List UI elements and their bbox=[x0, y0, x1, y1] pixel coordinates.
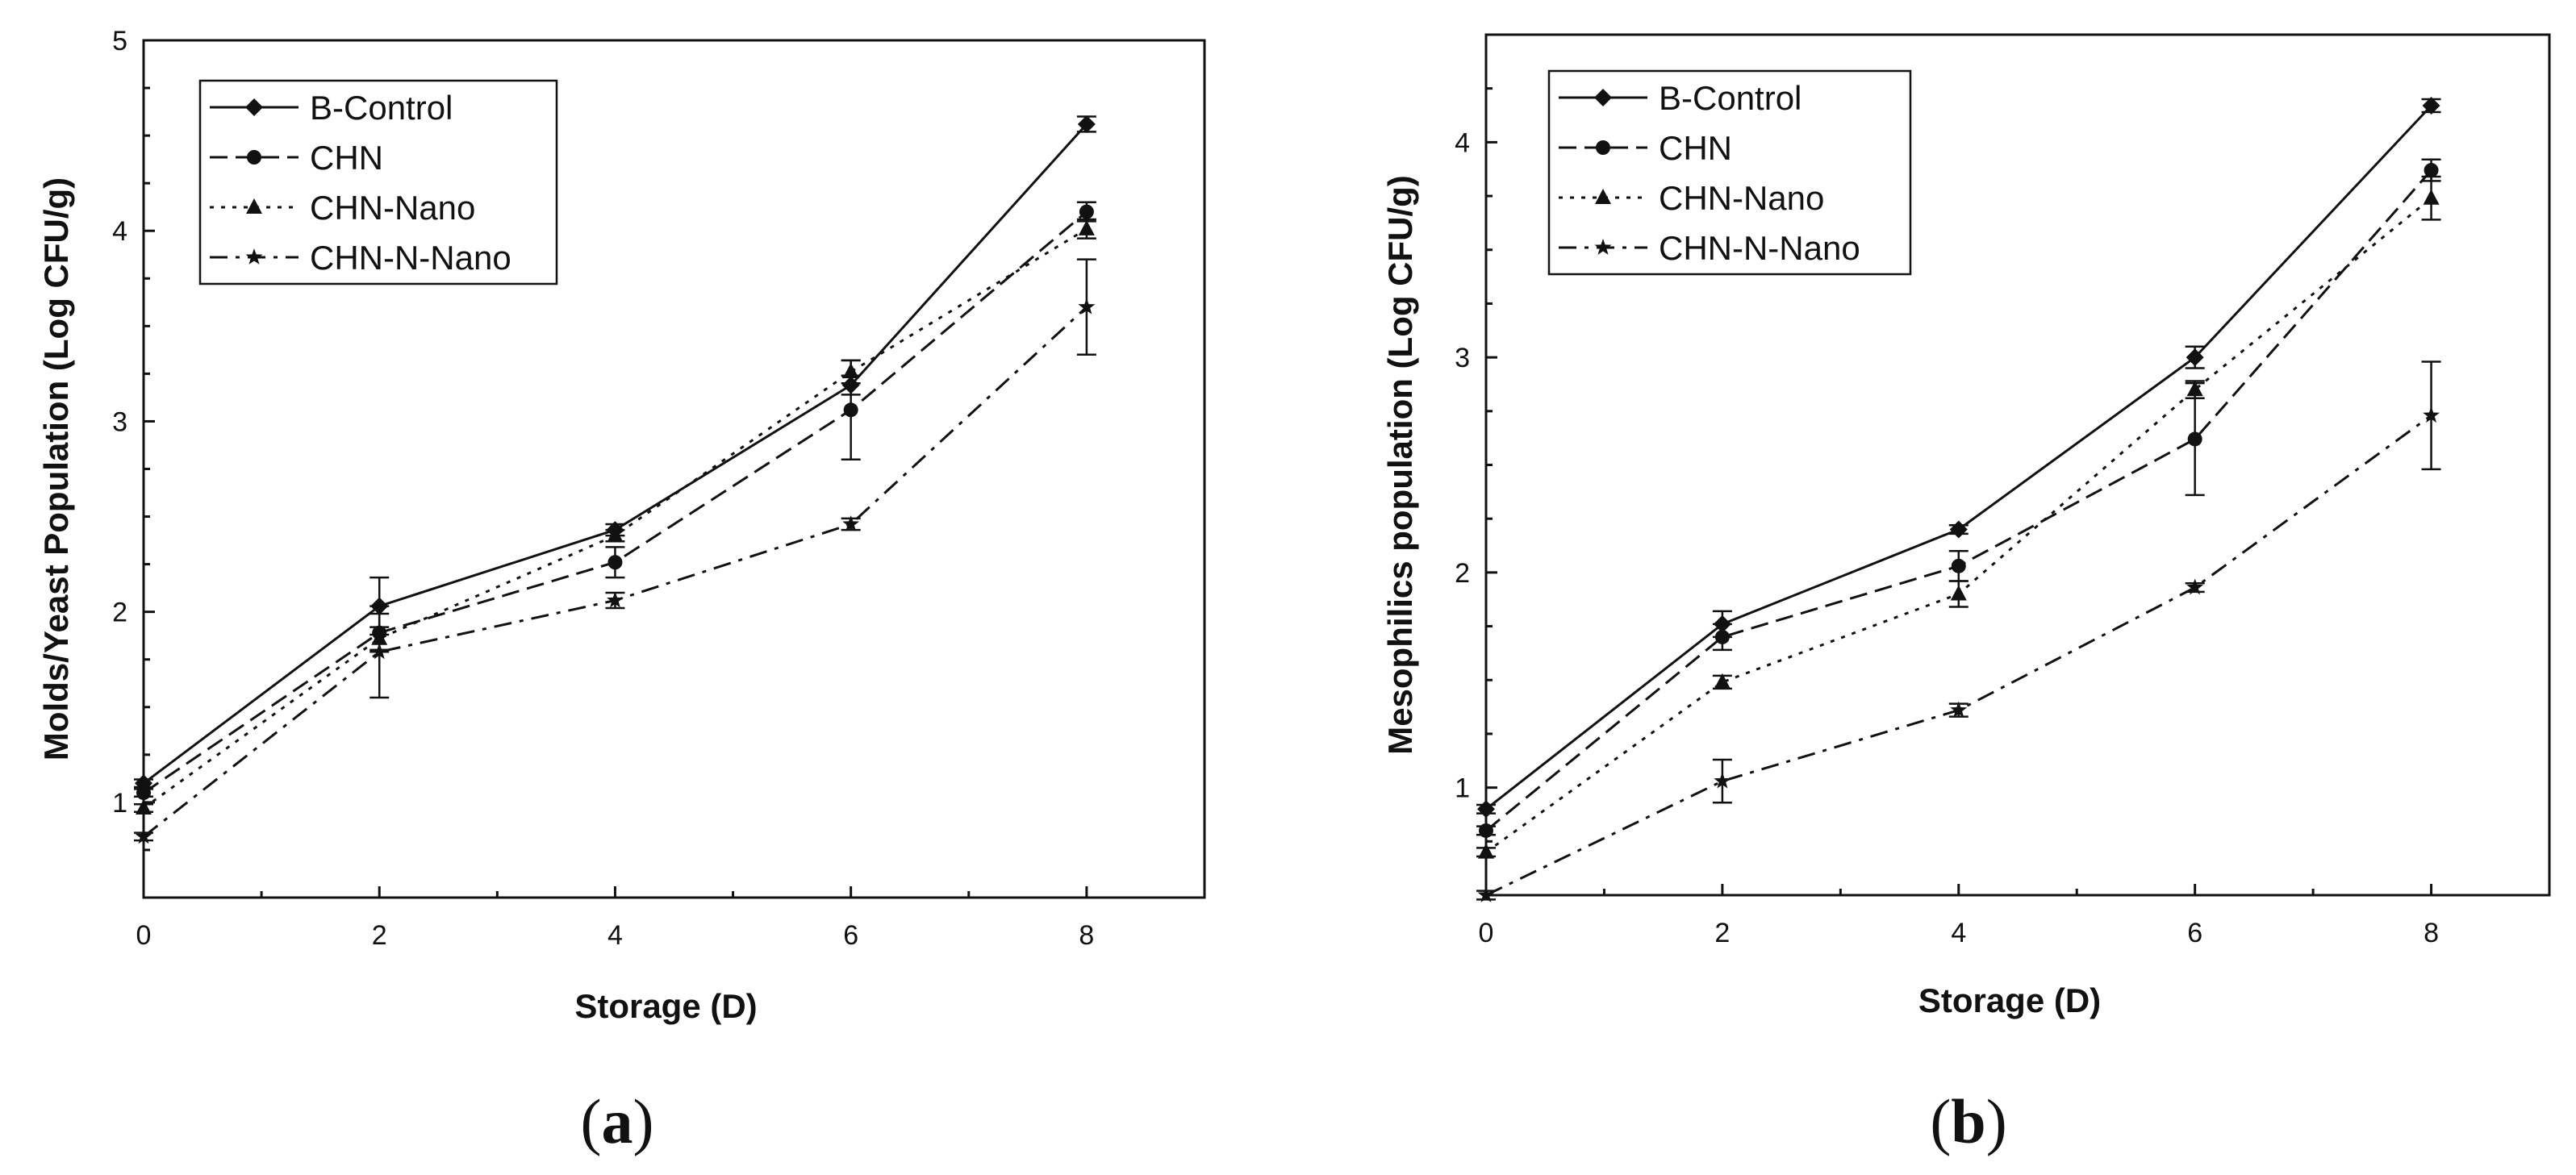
x-tick-label: 0 bbox=[1479, 918, 1494, 948]
panel-label-paren: ) bbox=[633, 1086, 654, 1156]
data-point-diamond bbox=[2422, 97, 2440, 115]
series-chn-nano bbox=[134, 218, 1096, 815]
legend: B-Control CHN CHN-Nano CHN-N-Nano bbox=[198, 79, 558, 285]
series-line bbox=[1485, 414, 2432, 897]
data-point-star bbox=[135, 827, 152, 844]
data-point-triangle bbox=[1478, 843, 1494, 859]
data-point-star bbox=[842, 515, 860, 531]
data-point-triangle bbox=[1714, 673, 1731, 689]
series-chn bbox=[1476, 158, 2441, 838]
data-point-circle bbox=[607, 555, 623, 570]
series-chn bbox=[134, 201, 1096, 801]
legend-marker-star bbox=[1594, 239, 1612, 255]
x-tick-label: 6 bbox=[2187, 918, 2202, 948]
y-tick-label: 3 bbox=[112, 406, 127, 437]
data-point-triangle bbox=[1950, 585, 1967, 601]
chart-panel-b: 0 2 4 6 8 1 2 3 4 Storage (D) Mesophilics populati… bbox=[1381, 33, 2551, 1156]
y-tick-label: 1 bbox=[112, 788, 127, 819]
data-point-triangle bbox=[2186, 381, 2203, 397]
legend-label: CHN bbox=[1659, 129, 1732, 167]
x-tick-label: 0 bbox=[136, 920, 152, 951]
panel-label-paren: ( bbox=[581, 1086, 602, 1156]
panel-label: (a) bbox=[581, 1086, 654, 1156]
legend-marker-diamond bbox=[245, 98, 263, 116]
x-tick-label: 4 bbox=[1951, 918, 1966, 948]
y-axis-title: Molds/Yeast Population (Log CFU/g) bbox=[37, 177, 75, 760]
data-point-circle bbox=[1479, 823, 1493, 838]
x-tick-label: 8 bbox=[1079, 920, 1094, 951]
data-point-star bbox=[1950, 701, 1968, 718]
legend-marker-diamond bbox=[1594, 89, 1612, 106]
legend-label: B-Control bbox=[310, 89, 453, 127]
data-point-star bbox=[2186, 578, 2204, 595]
y-tick-label: 1 bbox=[1455, 773, 1470, 804]
panel-label-paren: ( bbox=[1930, 1086, 1951, 1156]
legend-label: CHN-Nano bbox=[1659, 179, 1824, 217]
series-b-control bbox=[1476, 97, 2441, 819]
x-tick-label: 2 bbox=[372, 920, 387, 951]
data-point-triangle bbox=[2423, 189, 2440, 205]
data-point-circle bbox=[1951, 558, 1966, 573]
legend-marker-star bbox=[245, 248, 263, 265]
data-point-diamond bbox=[1477, 800, 1495, 819]
data-point-star bbox=[607, 591, 624, 608]
y-axis-title: Mesophilics population (Log CFU/g) bbox=[1381, 175, 1419, 755]
y-tick-label: 2 bbox=[1455, 558, 1470, 589]
series-chn-n-nano bbox=[134, 258, 1096, 844]
panel-label-letter: a bbox=[602, 1086, 633, 1156]
data-point-circle bbox=[1714, 629, 1730, 644]
series-chn-nano bbox=[1476, 175, 2441, 859]
x-tick-label: 4 bbox=[607, 920, 623, 951]
data-point-triangle bbox=[1078, 219, 1095, 235]
legend-marker-circle bbox=[247, 150, 261, 165]
data-point-circle bbox=[2424, 163, 2439, 178]
chart-panel-a: 0 2 4 6 8 1 2 3 4 5 Storage (D) Molds/Yeast Populat… bbox=[37, 26, 1206, 1156]
data-point-circle bbox=[2187, 431, 2202, 447]
series-line bbox=[143, 227, 1088, 810]
legend-label: CHN-N-Nano bbox=[1659, 229, 1860, 267]
series-line bbox=[143, 210, 1088, 794]
x-tick-label: 6 bbox=[843, 920, 858, 951]
series-chn-n-nano bbox=[1476, 360, 2441, 902]
data-point-diamond bbox=[1077, 115, 1096, 133]
legend-marker-triangle bbox=[1595, 189, 1611, 204]
x-axis-title: Storage (D) bbox=[1918, 981, 2101, 1019]
x-tick-label: 8 bbox=[2424, 918, 2439, 948]
legend-box bbox=[198, 79, 558, 285]
y-tick-label: 4 bbox=[112, 216, 127, 247]
x-tick-label: 2 bbox=[1714, 918, 1730, 948]
legend-label: CHN bbox=[310, 139, 383, 177]
panel-label: (b) bbox=[1930, 1086, 2006, 1156]
data-point-star bbox=[1714, 772, 1731, 789]
data-point-star bbox=[2423, 406, 2440, 423]
data-point-diamond bbox=[2186, 348, 2204, 367]
y-tick-label: 5 bbox=[112, 26, 127, 56]
data-point-circle bbox=[136, 785, 151, 801]
data-point-circle bbox=[843, 402, 858, 418]
legend-marker-circle bbox=[1596, 140, 1610, 155]
legend-label: CHN-Nano bbox=[310, 189, 475, 227]
panel-label-paren: ) bbox=[1986, 1086, 2007, 1156]
data-point-star bbox=[1477, 886, 1495, 902]
legend-marker-triangle bbox=[246, 198, 262, 214]
y-tick-label: 2 bbox=[112, 598, 127, 628]
legend-label: CHN-N-Nano bbox=[310, 239, 511, 277]
data-point-star bbox=[1078, 298, 1096, 315]
data-point-triangle bbox=[607, 527, 624, 543]
data-point-circle bbox=[1079, 204, 1094, 219]
legend: B-Control CHN CHN-Nano CHN-N-Nano bbox=[1547, 69, 1912, 276]
y-tick-label: 4 bbox=[1455, 127, 1470, 158]
panel-label-letter: b bbox=[1951, 1086, 1985, 1156]
y-tick-label: 3 bbox=[1455, 343, 1470, 373]
legend-box bbox=[1547, 69, 1912, 276]
data-point-diamond bbox=[1949, 520, 1968, 539]
x-axis-title: Storage (D) bbox=[574, 987, 757, 1025]
legend-label: B-Control bbox=[1659, 79, 1802, 117]
data-point-triangle bbox=[842, 363, 859, 379]
data-point-star bbox=[370, 643, 388, 660]
data-point-triangle bbox=[136, 798, 152, 815]
